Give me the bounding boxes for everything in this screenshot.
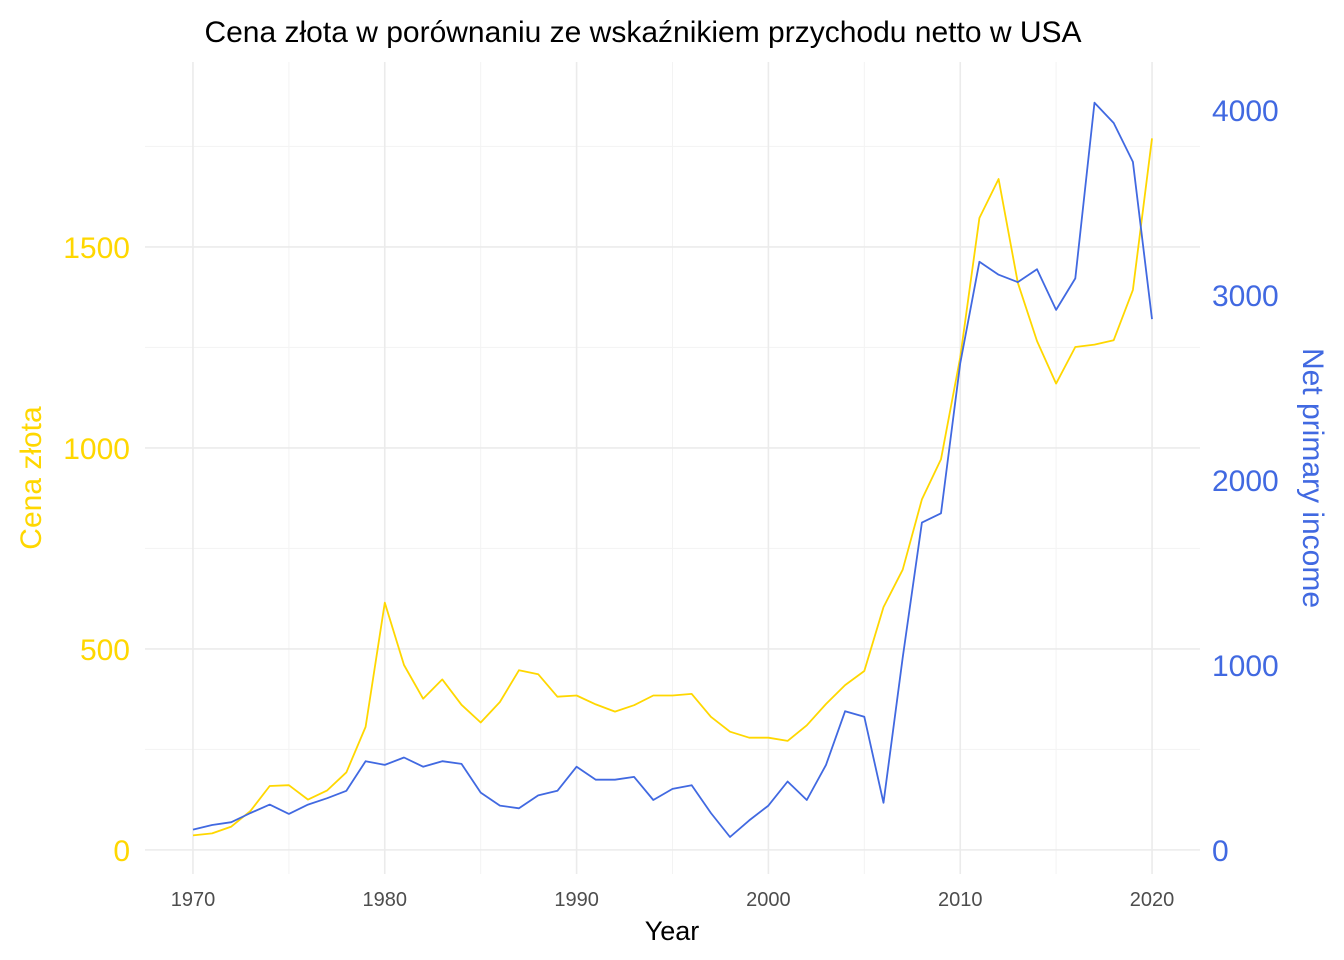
x-tick-label: 1970 [171, 889, 216, 911]
x-tick-label: 2000 [746, 889, 791, 911]
grid [145, 62, 1200, 874]
x-tick-label: 2010 [938, 889, 983, 911]
right-tick-label: 0 [1212, 835, 1229, 868]
x-tick-label: 2020 [1130, 889, 1175, 911]
right-axis-ticks: 0 1000 2000 3000 4000 [1212, 95, 1279, 868]
x-tick-label: 1980 [363, 889, 408, 911]
chart-title: Cena złota w porównaniu ze wskaźnikiem p… [204, 16, 1081, 49]
left-tick-label: 1000 [63, 433, 130, 466]
x-axis-ticks: 1970 1980 1990 2000 2010 2020 [171, 889, 1175, 911]
left-axis-title: Cena złota [15, 406, 48, 550]
left-tick-label: 1500 [63, 232, 130, 265]
gold-price-line [192, 138, 1153, 837]
right-tick-label: 4000 [1212, 95, 1279, 128]
series-lines [192, 101, 1153, 838]
right-tick-label: 2000 [1212, 465, 1279, 498]
left-axis-ticks: 0 500 1000 1500 [63, 232, 130, 868]
x-tick-label: 1990 [554, 889, 599, 911]
right-tick-label: 1000 [1212, 650, 1279, 683]
x-axis-title: Year [645, 916, 700, 946]
left-tick-label: 0 [113, 835, 130, 868]
net-primary-income-line [192, 101, 1153, 838]
right-axis-title: Net primary income [1296, 348, 1329, 608]
right-tick-label: 3000 [1212, 280, 1279, 313]
left-tick-label: 500 [80, 634, 130, 667]
